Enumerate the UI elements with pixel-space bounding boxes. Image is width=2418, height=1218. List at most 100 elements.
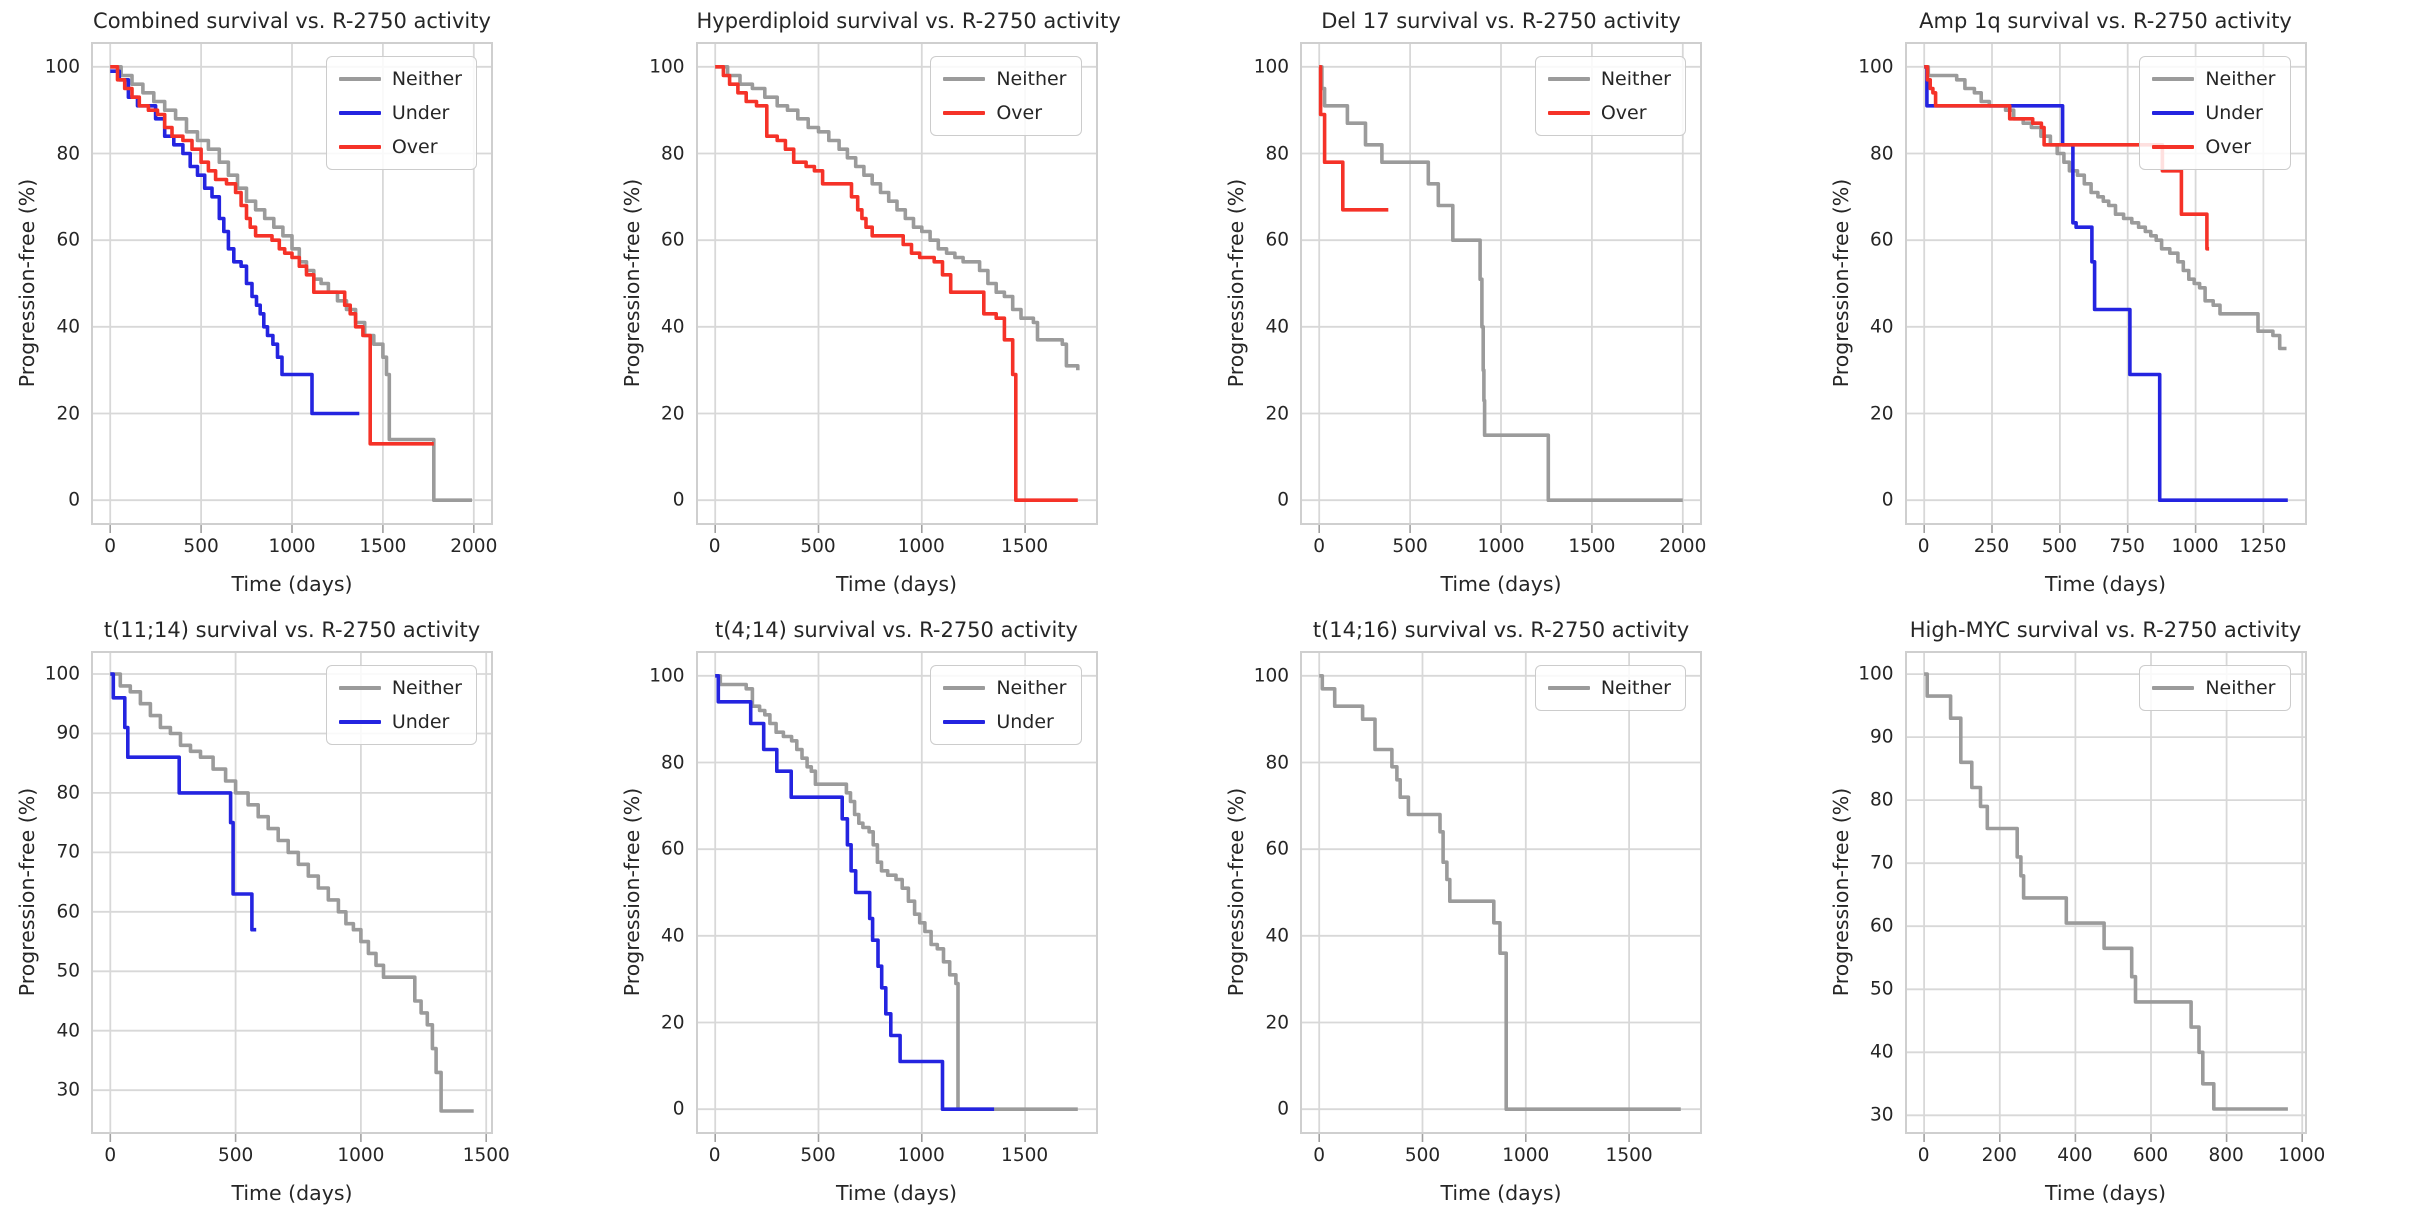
legend-label: Over [2205,136,2252,158]
y-tick-label: 40 [56,316,80,338]
x-tick-label: 2000 [450,536,498,557]
legend-item-neither: Neither [1547,673,1671,703]
y-tick-label: 40 [1869,1041,1894,1063]
plot-canvas-hyperdiploid [695,42,1098,533]
y-tick-label: 0 [672,1098,685,1120]
axes-border [695,651,1098,1134]
x-tick-label: 1500 [359,536,407,557]
y-tick-label: 40 [1869,316,1894,338]
axes-border [91,42,493,525]
legend-swatch-over [1547,111,1590,115]
legend-item-neither: Neither [943,673,1067,703]
legend-item-neither: Neither [2152,673,2276,703]
legend-item-neither: Neither [1547,64,1671,94]
x-tick-label: 250 [1973,536,2010,557]
legend-item-under: Under [338,98,462,128]
y-tick-label: 0 [672,489,685,511]
y-tick-label: 80 [1869,789,1894,811]
subplot-amp-1q: Amp 1q survival vs. R-2750 activity Progr… [1814,0,2418,609]
survival-curve-over [714,65,1078,502]
legend: Neither Under [930,665,1082,745]
legend: Neither Under Over [2139,56,2291,170]
survival-curve-over [110,65,434,446]
legend-swatch-neither [2152,77,2195,81]
legend-swatch-neither [943,686,986,690]
survival-curve-neither [714,65,1080,371]
legend: Neither [1534,665,1686,711]
y-tick-label: 0 [1277,1098,1289,1120]
legend-item-neither: Neither [338,673,462,703]
x-tick-label: 500 [217,1145,254,1166]
x-tick-label: 1500 [1001,536,1049,557]
y-tick-label: 80 [660,143,685,164]
subplot-t14-16: t(14;16) survival vs. R-2750 activity Pro… [1209,609,1814,1218]
x-tick-label: 500 [183,536,219,557]
legend-swatch-over [943,111,986,115]
y-tick-label: 60 [1869,229,1894,251]
x-tick-label: 1000 [2171,536,2219,557]
x-tick-label: 800 [2208,1145,2244,1166]
y-tick-label: 40 [660,316,685,338]
legend: Neither Under Over [325,56,477,170]
legend: Neither Over [930,56,1082,136]
plot-canvas-amp-1q [1904,42,2307,533]
subplot-del-17: Del 17 survival vs. R-2750 activity Progr… [1209,0,1814,609]
subplot-combined: Combined survival vs. R-2750 activity Pro… [0,0,605,609]
x-tick-label: 1500 [1605,1145,1653,1166]
axes-border [1300,42,1702,525]
x-tick-label: 500 [800,536,836,557]
plot-canvas-del-17 [1300,42,1702,533]
y-axis-label: Progression-free (%) [1828,178,1853,388]
legend-item-under: Under [338,707,462,737]
y-axis-label: Progression-free (%) [15,178,39,388]
x-tick-label: 500 [2041,536,2078,557]
legend: Neither Under [325,665,477,745]
chart-title: t(11;14) survival vs. R-2750 activity [103,618,481,642]
y-tick-label: 60 [1265,838,1289,860]
chart-title: t(4;14) survival vs. R-2750 activity [715,618,1078,642]
y-tick-label: 100 [649,56,685,78]
x-tick-label: 0 [1917,536,1930,557]
x-axis-label: Time (days) [2044,1181,2167,1205]
chart-title: High-MYC survival vs. R-2750 activity [1909,618,2302,642]
legend-swatch-over [338,145,381,149]
y-tick-label: 60 [660,229,685,251]
y-tick-label: 100 [1858,663,1894,685]
x-tick-label: 1500 [1001,1145,1049,1166]
y-tick-label: 100 [44,663,80,685]
y-tick-label: 60 [56,229,80,251]
legend-swatch-over [2152,145,2195,149]
legend-label: Neither [1600,68,1671,90]
y-tick-label: 100 [1858,56,1894,78]
subplot-high-myc: High-MYC survival vs. R-2750 activity Pro… [1814,609,2418,1218]
legend-label: Neither [391,677,462,699]
legend-label: Under [391,711,450,733]
x-tick-label: 2000 [1659,536,1707,557]
y-tick-label: 80 [660,752,685,773]
y-tick-label: 20 [660,1012,685,1033]
plot-canvas-t14-16 [1300,651,1702,1142]
x-tick-label: 1000 [897,1145,945,1166]
x-tick-label: 500 [800,1145,836,1166]
y-axis-label: Progression-free (%) [1224,178,1248,388]
plot-canvas-t11-14 [91,651,493,1142]
legend-label: Under [2205,102,2263,124]
axes-border [91,651,493,1134]
legend-item-neither: Neither [943,64,1067,94]
y-tick-label: 80 [1265,143,1289,164]
legend-item-under: Under [943,707,1066,737]
survival-curve-under [714,674,994,1111]
y-tick-label: 60 [660,838,685,860]
legend-swatch-under [943,720,986,724]
x-axis-label: Time (days) [835,1181,958,1205]
y-axis-label: Progression-free (%) [619,787,644,997]
y-tick-label: 90 [1869,726,1894,748]
y-tick-label: 100 [44,56,80,78]
y-tick-label: 90 [56,722,80,744]
legend-item-over: Over [2152,132,2275,162]
survival-curve-neither [1319,65,1683,502]
x-tick-label: 0 [708,536,721,557]
legend-item-over: Over [1547,98,1671,128]
x-tick-label: 200 [1981,1145,2017,1166]
legend-label: Under [391,102,450,124]
